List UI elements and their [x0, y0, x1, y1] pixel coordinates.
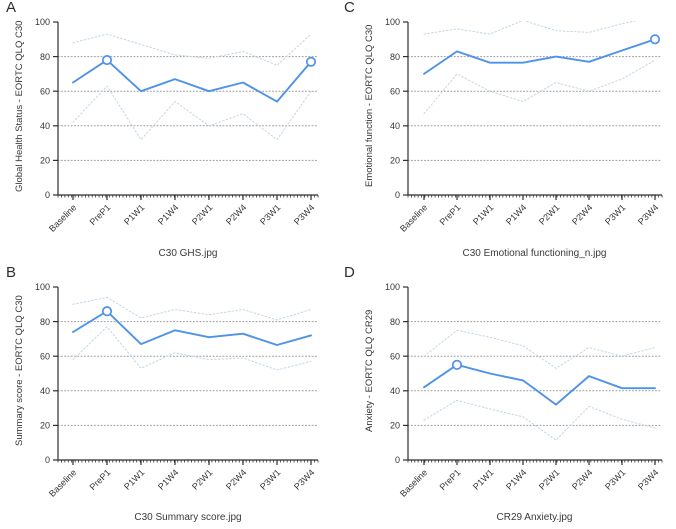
- svg-text:60: 60: [40, 351, 50, 361]
- chart-caption-a: C30 GHS.jpg: [158, 248, 218, 259]
- svg-text:P2W1: P2W1: [537, 467, 561, 491]
- svg-text:80: 80: [40, 52, 50, 62]
- svg-text:80: 80: [40, 317, 50, 327]
- svg-text:P1W1: P1W1: [471, 467, 495, 491]
- svg-text:Baseline: Baseline: [47, 202, 78, 233]
- svg-text:PreP1: PreP1: [88, 467, 113, 492]
- svg-text:P3W4: P3W4: [292, 202, 316, 226]
- svg-text:P1W1: P1W1: [122, 202, 146, 226]
- chart-panel-b: B Summary score - EORTC QLQ C30 0 20 40 60 8…: [0, 264, 338, 529]
- svg-text:20: 20: [40, 156, 50, 166]
- svg-text:P1W4: P1W4: [156, 467, 180, 491]
- svg-text:100: 100: [385, 282, 400, 292]
- svg-text:P3W1: P3W1: [258, 467, 282, 491]
- svg-text:P2W1: P2W1: [190, 202, 214, 226]
- svg-text:P3W4: P3W4: [636, 202, 660, 226]
- chart-caption-b: C30 Summary score.jpg: [134, 512, 242, 523]
- svg-text:PreP1: PreP1: [438, 202, 463, 227]
- svg-text:PreP1: PreP1: [438, 467, 463, 492]
- svg-text:P2W4: P2W4: [570, 202, 594, 226]
- chart-caption-d: CR29 Anxiety.jpg: [496, 512, 573, 523]
- svg-text:PreP1: PreP1: [88, 202, 113, 227]
- svg-text:P1W4: P1W4: [156, 202, 180, 226]
- svg-text:80: 80: [390, 317, 400, 327]
- svg-text:P2W4: P2W4: [224, 467, 248, 491]
- svg-text:100: 100: [385, 17, 400, 27]
- svg-text:P1W4: P1W4: [504, 467, 528, 491]
- svg-text:Baseline: Baseline: [398, 467, 429, 498]
- chart-panel-a: A Global Health Status - EORTC QLQ C30 0…: [0, 0, 338, 265]
- svg-text:60: 60: [390, 86, 400, 96]
- svg-text:60: 60: [390, 351, 400, 361]
- svg-text:P2W4: P2W4: [570, 467, 594, 491]
- line-chart-anxiety: 0 20 40 60 80 100 Baseline PreP1 P1W1 P1W4 P2W1 P2W…: [385, 282, 663, 499]
- line-chart-global-health-status: 0 20 40 60 80 100 Baseline PreP1 P1W1 P1W4 P2W1 P2W…: [35, 17, 319, 234]
- svg-text:P1W1: P1W1: [122, 467, 146, 491]
- svg-text:P2W4: P2W4: [224, 202, 248, 226]
- line-chart-emotional-function: 0 20 40 60 80 100 Baseline PreP1 P1W1 P1W4 P2W1 P2W…: [385, 17, 663, 234]
- svg-text:0: 0: [45, 190, 50, 200]
- svg-text:80: 80: [390, 52, 400, 62]
- svg-text:P1W4: P1W4: [504, 202, 528, 226]
- svg-text:20: 20: [390, 156, 400, 166]
- svg-text:40: 40: [40, 386, 50, 396]
- svg-text:P3W4: P3W4: [636, 467, 660, 491]
- chart-caption-c: C30 Emotional functioning_n.jpg: [462, 248, 607, 259]
- svg-text:40: 40: [40, 121, 50, 131]
- svg-text:0: 0: [395, 190, 400, 200]
- svg-text:P3W1: P3W1: [258, 202, 282, 226]
- svg-text:40: 40: [390, 386, 400, 396]
- svg-text:100: 100: [35, 17, 50, 27]
- svg-text:40: 40: [390, 121, 400, 131]
- chart-panel-c: C Emotional function - EORTC QLQ C30 0 20…: [338, 0, 676, 265]
- panel-letter-a: A: [6, 0, 17, 16]
- panel-letter-b: B: [6, 264, 17, 281]
- svg-text:P3W1: P3W1: [603, 467, 627, 491]
- line-chart-summary-score: 0 20 40 60 80 100 Baseline PreP1 P1W1 P1W4 P2W1 P2W…: [35, 282, 319, 499]
- svg-text:20: 20: [390, 421, 400, 431]
- chart-panel-d: D Anxiety - EORTC QLQ CR29 0 20 40 60 80 100 B…: [338, 264, 676, 529]
- svg-text:Baseline: Baseline: [398, 202, 429, 233]
- svg-text:0: 0: [395, 455, 400, 465]
- svg-text:100: 100: [35, 282, 50, 292]
- svg-text:20: 20: [40, 421, 50, 431]
- panel-letter-c: C: [344, 0, 355, 16]
- svg-text:P2W1: P2W1: [190, 467, 214, 491]
- svg-text:P3W4: P3W4: [292, 467, 316, 491]
- svg-text:0: 0: [45, 455, 50, 465]
- svg-text:P2W1: P2W1: [537, 202, 561, 226]
- svg-text:60: 60: [40, 86, 50, 96]
- svg-text:Baseline: Baseline: [47, 467, 78, 498]
- svg-text:P1W1: P1W1: [471, 202, 495, 226]
- panel-letter-d: D: [344, 264, 355, 281]
- svg-text:P3W1: P3W1: [603, 202, 627, 226]
